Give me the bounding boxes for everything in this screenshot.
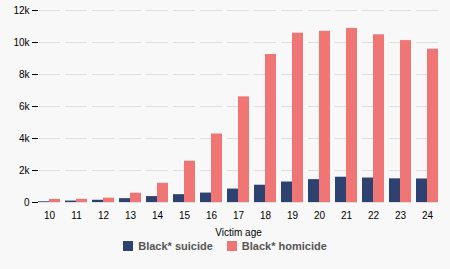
- svg-text:22: 22: [368, 210, 380, 221]
- svg-text:10k: 10k: [13, 37, 30, 48]
- svg-text:13: 13: [125, 210, 137, 221]
- svg-text:11: 11: [71, 210, 82, 221]
- svg-text:6k: 6k: [19, 101, 31, 112]
- svg-text:15: 15: [179, 210, 191, 221]
- svg-text:2k: 2k: [19, 165, 31, 176]
- svg-text:23: 23: [395, 210, 407, 221]
- svg-text:8k: 8k: [19, 69, 31, 80]
- svg-text:20: 20: [314, 210, 326, 221]
- svg-text:19: 19: [287, 210, 299, 221]
- svg-text:24: 24: [422, 210, 434, 221]
- svg-text:12: 12: [98, 210, 110, 221]
- html-text:Black* homicide: Black* homicide: [241, 240, 327, 252]
- svg-text:4k: 4k: [19, 133, 31, 144]
- svg-text:21: 21: [341, 210, 353, 221]
- svg-text:10: 10: [44, 210, 56, 221]
- svg-text:Victim age: Victim age: [215, 227, 262, 238]
- html-text:Black* suicide: Black* suicide: [138, 240, 213, 252]
- svg-text:18: 18: [260, 210, 272, 221]
- svg-text:0: 0: [24, 197, 30, 208]
- svg-text:12k: 12k: [13, 5, 30, 16]
- svg-text:14: 14: [152, 210, 164, 221]
- svg-text:16: 16: [206, 210, 218, 221]
- svg-text:17: 17: [233, 210, 245, 221]
